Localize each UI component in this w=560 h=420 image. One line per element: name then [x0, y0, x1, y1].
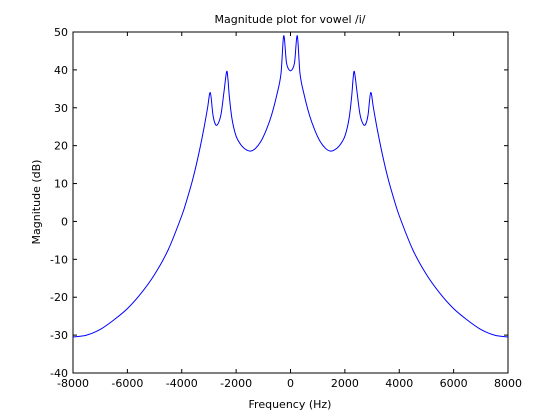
x-axis-title: Frequency (Hz): [249, 398, 332, 411]
y-tick-label: -40: [50, 367, 68, 380]
y-axis-title: Magnitude (dB): [30, 160, 43, 245]
y-tick-label: -20: [50, 291, 68, 304]
y-tick-label: 10: [54, 178, 68, 191]
x-tick-label: 4000: [385, 377, 413, 390]
x-tick-label: -6000: [111, 377, 143, 390]
x-tick-label: -2000: [220, 377, 252, 390]
y-tick-label: 0: [61, 215, 68, 228]
x-tick-label: 2000: [331, 377, 359, 390]
x-tick-label: 0: [287, 377, 294, 390]
y-tick-label: 40: [54, 64, 68, 77]
y-tick-label: 30: [54, 102, 68, 115]
y-tick-label: -10: [50, 253, 68, 266]
y-tick-label: 20: [54, 140, 68, 153]
plot-frame: [72, 31, 509, 374]
x-tick-label: 8000: [494, 377, 522, 390]
ticks: -8000 -6000 -4000 -2000 0 2000 4000 6000 8000 -40…: [50, 26, 522, 390]
x-tick-label: -4000: [166, 377, 198, 390]
y-tick-label: 50: [54, 26, 68, 39]
x-tick-label: -8000: [57, 377, 89, 390]
y-tick-label: -30: [50, 329, 68, 342]
series-line: [72, 35, 509, 338]
x-tick-label: 6000: [440, 377, 468, 390]
chart-title: Magnitude plot for vowel /i/: [215, 13, 366, 26]
